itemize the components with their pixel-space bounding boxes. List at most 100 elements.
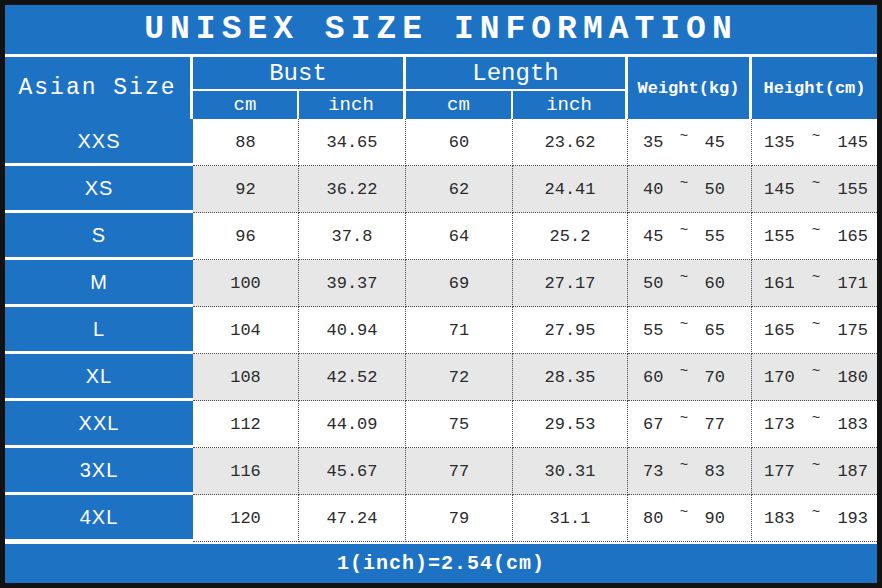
height-min: 155 xyxy=(764,227,795,246)
weight-min: 73 xyxy=(643,462,663,481)
height-min: 145 xyxy=(764,180,795,199)
header-bust: Bust xyxy=(193,57,406,91)
bust-cm-value: 92 xyxy=(193,166,299,213)
length-inch-value: 24.41 xyxy=(513,166,628,213)
size-cell: L xyxy=(5,307,193,354)
height-min: 173 xyxy=(764,415,795,434)
height-range: 135 ~ 145 xyxy=(752,119,877,166)
range-tilde: ~ xyxy=(812,363,820,379)
weight-min: 80 xyxy=(643,509,663,528)
size-cell: S xyxy=(5,213,193,260)
range-tilde: ~ xyxy=(680,222,688,238)
bust-inch-value: 37.8 xyxy=(299,213,406,260)
bust-inch-value: 39.37 xyxy=(299,260,406,307)
conversion-note: 1(inch)=2.54(cm) xyxy=(5,542,877,583)
weight-max: 77 xyxy=(705,415,725,434)
weight-range: 50 ~ 60 xyxy=(628,260,752,307)
header-bust-inch: inch xyxy=(299,91,406,119)
height-min: 170 xyxy=(764,368,795,387)
range-tilde: ~ xyxy=(680,457,688,473)
size-cell: M xyxy=(5,260,193,307)
size-cell: 4XL xyxy=(5,495,193,542)
length-cm-value: 79 xyxy=(406,495,513,542)
height-min: 165 xyxy=(764,321,795,340)
weight-range: 60 ~ 70 xyxy=(628,354,752,401)
weight-max: 90 xyxy=(705,509,725,528)
bust-inch-value: 40.94 xyxy=(299,307,406,354)
weight-max: 83 xyxy=(705,462,725,481)
weight-min: 45 xyxy=(643,227,663,246)
weight-range: 55 ~ 65 xyxy=(628,307,752,354)
weight-max: 55 xyxy=(705,227,725,246)
length-cm-value: 72 xyxy=(406,354,513,401)
bust-cm-value: 96 xyxy=(193,213,299,260)
length-inch-value: 29.53 xyxy=(513,401,628,448)
length-cm-value: 62 xyxy=(406,166,513,213)
length-cm-value: 77 xyxy=(406,448,513,495)
bust-inch-value: 45.67 xyxy=(299,448,406,495)
weight-range: 35 ~ 45 xyxy=(628,119,752,166)
length-cm-value: 69 xyxy=(406,260,513,307)
height-range: 177 ~ 187 xyxy=(752,448,877,495)
weight-min: 40 xyxy=(643,180,663,199)
header-length: Length xyxy=(406,57,628,91)
height-max: 155 xyxy=(837,180,868,199)
range-tilde: ~ xyxy=(680,128,688,144)
weight-max: 65 xyxy=(705,321,725,340)
bust-cm-value: 108 xyxy=(193,354,299,401)
table-title: UNISEX SIZE INFORMATION xyxy=(5,5,877,57)
range-tilde: ~ xyxy=(680,316,688,332)
range-tilde: ~ xyxy=(680,363,688,379)
weight-min: 50 xyxy=(643,274,663,293)
range-tilde: ~ xyxy=(812,269,820,285)
height-range: 155 ~ 165 xyxy=(752,213,877,260)
bust-inch-value: 36.22 xyxy=(299,166,406,213)
length-cm-value: 71 xyxy=(406,307,513,354)
range-tilde: ~ xyxy=(812,175,820,191)
bust-cm-value: 112 xyxy=(193,401,299,448)
length-inch-value: 23.62 xyxy=(513,119,628,166)
bust-cm-value: 88 xyxy=(193,119,299,166)
length-inch-value: 27.95 xyxy=(513,307,628,354)
bust-cm-value: 116 xyxy=(193,448,299,495)
height-range: 183 ~ 193 xyxy=(752,495,877,542)
weight-range: 40 ~ 50 xyxy=(628,166,752,213)
header-asian-size: Asian Size xyxy=(5,57,193,119)
length-cm-value: 64 xyxy=(406,213,513,260)
height-min: 135 xyxy=(764,133,795,152)
weight-range: 45 ~ 55 xyxy=(628,213,752,260)
height-range: 145 ~ 155 xyxy=(752,166,877,213)
range-tilde: ~ xyxy=(812,222,820,238)
height-max: 187 xyxy=(837,462,868,481)
weight-min: 35 xyxy=(643,133,663,152)
height-max: 183 xyxy=(837,415,868,434)
range-tilde: ~ xyxy=(680,175,688,191)
height-range: 161 ~ 171 xyxy=(752,260,877,307)
weight-max: 45 xyxy=(705,133,725,152)
weight-min: 67 xyxy=(643,415,663,434)
size-cell: XXL xyxy=(5,401,193,448)
range-tilde: ~ xyxy=(680,410,688,426)
header-length-cm: cm xyxy=(406,91,513,119)
length-inch-value: 31.1 xyxy=(513,495,628,542)
header-weight-kg: Weight(kg) xyxy=(628,57,752,119)
range-tilde: ~ xyxy=(812,504,820,520)
size-cell: XS xyxy=(5,166,193,213)
length-inch-value: 30.31 xyxy=(513,448,628,495)
range-tilde: ~ xyxy=(812,410,820,426)
weight-max: 60 xyxy=(705,274,725,293)
height-range: 165 ~ 175 xyxy=(752,307,877,354)
bust-cm-value: 100 xyxy=(193,260,299,307)
height-max: 145 xyxy=(837,133,868,152)
size-cell: XL xyxy=(5,354,193,401)
size-cell: XXS xyxy=(5,119,193,166)
height-range: 170 ~ 180 xyxy=(752,354,877,401)
height-range: 173 ~ 183 xyxy=(752,401,877,448)
bust-inch-value: 42.52 xyxy=(299,354,406,401)
weight-range: 67 ~ 77 xyxy=(628,401,752,448)
bust-inch-value: 47.24 xyxy=(299,495,406,542)
height-max: 165 xyxy=(837,227,868,246)
header-height-cm: Height(cm) xyxy=(752,57,877,119)
length-inch-value: 27.17 xyxy=(513,260,628,307)
bust-cm-value: 120 xyxy=(193,495,299,542)
